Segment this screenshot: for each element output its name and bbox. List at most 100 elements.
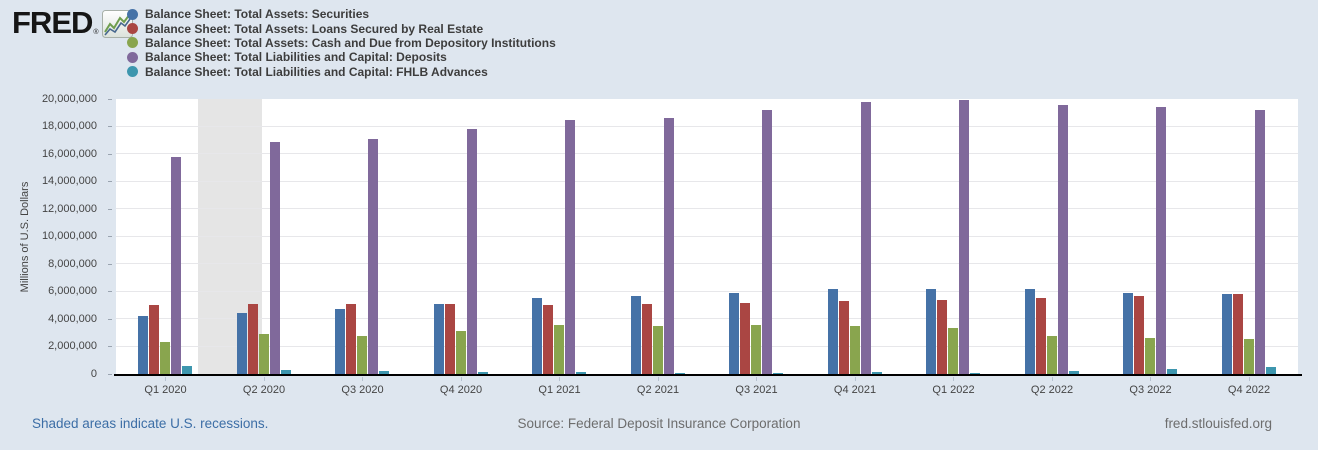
bar[interactable] bbox=[379, 371, 390, 374]
bar[interactable] bbox=[335, 308, 346, 374]
bar[interactable] bbox=[477, 371, 488, 374]
y-tick-mark bbox=[108, 126, 112, 127]
bar[interactable] bbox=[138, 316, 149, 374]
bar[interactable] bbox=[433, 303, 444, 374]
bar[interactable] bbox=[565, 120, 576, 374]
gridline bbox=[116, 318, 1298, 319]
bar[interactable] bbox=[926, 288, 937, 374]
bar[interactable] bbox=[860, 102, 871, 374]
bar[interactable] bbox=[258, 334, 269, 374]
bar[interactable] bbox=[1068, 370, 1079, 374]
legend-item: Balance Sheet: Total Assets: Cash and Du… bbox=[127, 36, 556, 50]
y-tick-label: 6,000,000 bbox=[48, 285, 97, 297]
bar[interactable] bbox=[1035, 298, 1046, 374]
bar[interactable] bbox=[1057, 104, 1068, 374]
x-tick-mark bbox=[559, 377, 561, 381]
bar[interactable] bbox=[357, 335, 368, 374]
y-tick-label: 16,000,000 bbox=[41, 147, 97, 160]
bar[interactable] bbox=[236, 312, 247, 374]
bar[interactable] bbox=[740, 302, 751, 374]
x-tick-label: Q1 2021 bbox=[538, 384, 581, 396]
bar[interactable] bbox=[455, 330, 466, 374]
y-tick-mark bbox=[108, 373, 112, 375]
bar[interactable] bbox=[368, 138, 379, 374]
bar[interactable] bbox=[280, 369, 291, 374]
legend-item: Balance Sheet: Total Liabilities and Cap… bbox=[127, 50, 556, 64]
y-tick-label: 0 bbox=[90, 367, 97, 380]
fred-site-link[interactable]: fred.stlouisfed.org bbox=[1164, 416, 1272, 431]
fred-logo[interactable]: FRED ® bbox=[12, 5, 133, 40]
x-tick-mark bbox=[1150, 377, 1152, 381]
bar[interactable] bbox=[663, 117, 674, 374]
bar[interactable] bbox=[346, 303, 357, 374]
x-tick-label: Q3 2020 bbox=[341, 384, 384, 396]
y-tick-mark bbox=[108, 181, 112, 182]
bar[interactable] bbox=[1254, 110, 1265, 374]
y-tick-mark bbox=[108, 263, 112, 265]
y-tick-label: 8,000,000 bbox=[48, 257, 97, 270]
x-tick-mark bbox=[460, 377, 462, 381]
bar[interactable] bbox=[1024, 289, 1035, 374]
bar[interactable] bbox=[182, 366, 193, 374]
legend-label: Balance Sheet: Total Assets: Loans Secur… bbox=[145, 21, 484, 36]
bar[interactable] bbox=[729, 292, 740, 374]
bar[interactable] bbox=[532, 298, 543, 374]
bar[interactable] bbox=[959, 100, 970, 374]
bar[interactable] bbox=[543, 304, 554, 374]
bar[interactable] bbox=[1243, 338, 1254, 374]
y-tick-label: 12,000,000 bbox=[41, 202, 97, 215]
bar[interactable] bbox=[466, 129, 477, 374]
x-tick-mark bbox=[263, 377, 265, 381]
x-tick-label: Q4 2022 bbox=[1227, 384, 1271, 396]
bar[interactable] bbox=[751, 325, 762, 374]
bar[interactable] bbox=[849, 325, 860, 374]
bar[interactable] bbox=[652, 325, 663, 374]
gridline bbox=[116, 263, 1298, 264]
bar[interactable] bbox=[948, 327, 959, 374]
bar[interactable] bbox=[1046, 335, 1057, 374]
bar[interactable] bbox=[1145, 337, 1156, 374]
bar[interactable] bbox=[171, 156, 182, 374]
gridline bbox=[116, 180, 1298, 182]
bar[interactable] bbox=[762, 110, 773, 374]
bar[interactable] bbox=[970, 372, 981, 374]
bar[interactable] bbox=[838, 301, 849, 374]
x-tick-mark bbox=[165, 377, 167, 381]
bar[interactable] bbox=[827, 288, 838, 374]
legend-marker-icon bbox=[127, 23, 138, 35]
bar[interactable] bbox=[576, 372, 587, 374]
bar[interactable] bbox=[269, 141, 280, 374]
legend-label: Balance Sheet: Total Liabilities and Cap… bbox=[145, 64, 488, 79]
x-tick-mark bbox=[854, 377, 856, 381]
bar[interactable] bbox=[674, 372, 685, 374]
bar[interactable] bbox=[937, 299, 948, 374]
bar[interactable] bbox=[773, 372, 784, 374]
bar[interactable] bbox=[160, 342, 171, 374]
bar[interactable] bbox=[149, 304, 160, 374]
bar[interactable] bbox=[630, 295, 641, 374]
legend: Balance Sheet: Total Assets: Securities B… bbox=[127, 7, 556, 79]
bar[interactable] bbox=[1221, 293, 1232, 374]
fred-logo-text: FRED bbox=[12, 5, 93, 40]
bar[interactable] bbox=[1134, 296, 1145, 374]
bar[interactable] bbox=[444, 303, 455, 374]
y-tick-label: 18,000,000 bbox=[41, 120, 97, 132]
y-tick-mark bbox=[108, 98, 112, 100]
plot-area bbox=[116, 99, 1298, 374]
bar[interactable] bbox=[641, 303, 652, 374]
bar[interactable] bbox=[554, 325, 565, 374]
x-tick-label: Q3 2021 bbox=[735, 384, 778, 396]
bar[interactable] bbox=[1167, 368, 1178, 374]
bar[interactable] bbox=[247, 303, 258, 374]
bar[interactable] bbox=[871, 371, 882, 374]
legend-label: Balance Sheet: Total Assets: Cash and Du… bbox=[145, 35, 556, 50]
x-tick-mark bbox=[953, 377, 955, 381]
x-tick-mark bbox=[657, 377, 659, 381]
legend-label: Balance Sheet: Total Assets: Securities bbox=[145, 7, 370, 22]
bar[interactable] bbox=[1156, 107, 1167, 374]
bar[interactable] bbox=[1123, 292, 1134, 374]
y-tick-mark bbox=[108, 236, 112, 237]
bar[interactable] bbox=[1232, 294, 1243, 374]
bar[interactable] bbox=[1265, 366, 1276, 374]
x-tick-label: Q1 2022 bbox=[932, 384, 975, 396]
